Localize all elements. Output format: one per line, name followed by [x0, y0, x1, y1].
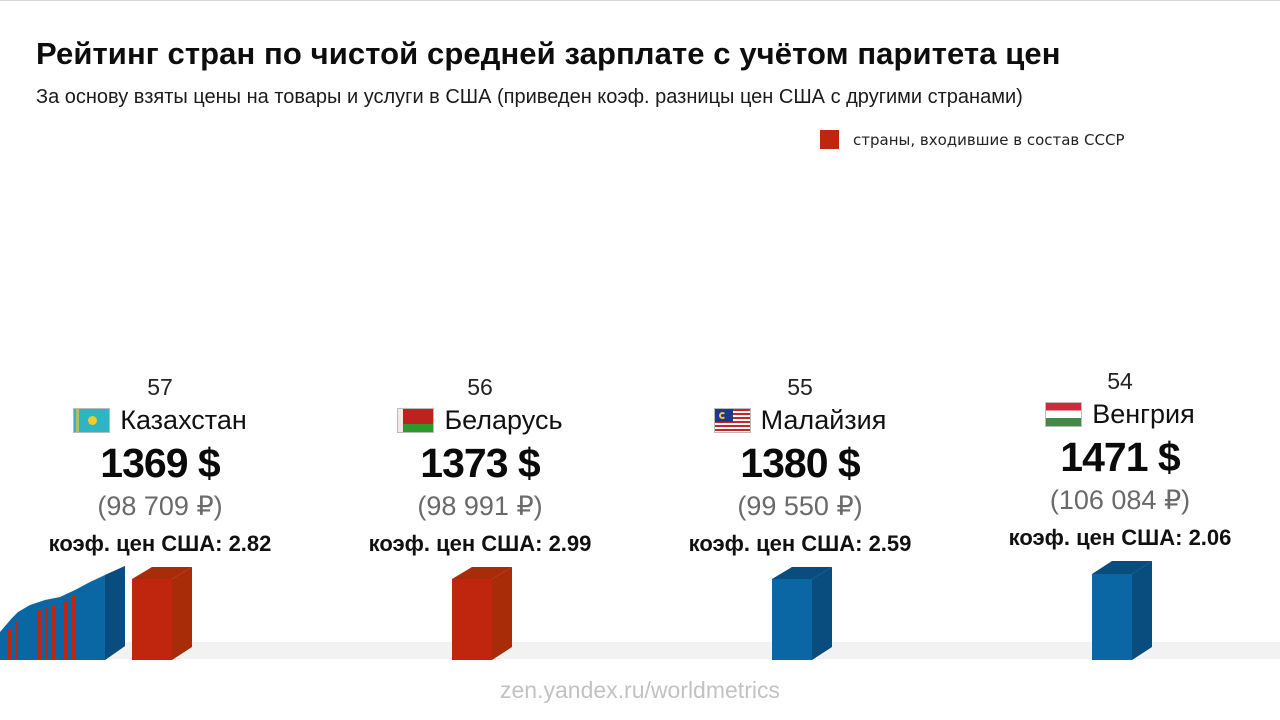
- bar-hungary: [1092, 561, 1152, 660]
- chart-subtitle: За основу взяты цены на товары и услуги …: [36, 86, 1023, 108]
- salary-rub: (98 991 ₽): [417, 491, 543, 521]
- chart-floor: [0, 642, 1280, 659]
- country-card-kazakhstan: 57 Казахстан 1369 $ (98 709 ₽) коэф. цен…: [0, 372, 320, 564]
- bar-kazakhstan: [132, 567, 192, 660]
- previous-bars-cluster: [0, 566, 125, 660]
- price-coefficient: коэф. цен США: 2.99: [368, 531, 592, 556]
- legend-swatch-ussr: [820, 130, 839, 149]
- rank-label: 57: [147, 374, 173, 400]
- salary-usd: 1373 $: [420, 440, 540, 486]
- country-card-malaysia: 55 Малайзия 1380 $ (99 550 ₽) коэф. цен …: [640, 372, 960, 564]
- country-name: Венгрия: [1092, 398, 1195, 429]
- chart-title: Рейтинг стран по чистой средней зарплате…: [36, 36, 1061, 71]
- legend: страны, входившие в состав СССР: [820, 130, 1125, 149]
- country-name: Беларусь: [444, 404, 563, 435]
- hungary-flag-icon: [1045, 401, 1083, 427]
- watermark: zen.yandex.ru/worldmetrics: [500, 677, 780, 703]
- country-card-hungary: 54 Венгрия 1471 $ (106 084 ₽) коэф. цен …: [960, 366, 1280, 558]
- salary-usd: 1471 $: [1060, 434, 1180, 480]
- bar-malaysia: [772, 567, 832, 660]
- top-border: [0, 0, 1280, 1]
- price-coefficient: коэф. цен США: 2.82: [48, 531, 272, 556]
- malaysia-flag-icon: [713, 407, 751, 433]
- salary-rub: (99 550 ₽): [737, 491, 863, 521]
- rank-label: 54: [1107, 368, 1133, 394]
- country-name: Казахстан: [120, 404, 247, 435]
- salary-usd: 1380 $: [740, 440, 860, 486]
- salary-usd: 1369 $: [100, 440, 220, 486]
- legend-label: страны, входившие в состав СССР: [853, 130, 1125, 149]
- rank-label: 55: [787, 374, 813, 400]
- rank-label: 56: [467, 374, 493, 400]
- salary-rub: (98 709 ₽): [97, 491, 223, 521]
- kazakhstan-flag-icon: [73, 407, 111, 433]
- bar-belarus: [452, 567, 512, 660]
- price-coefficient: коэф. цен США: 2.59: [688, 531, 912, 556]
- country-name: Малайзия: [760, 404, 887, 435]
- country-card-belarus: 56 Беларусь 1373 $ (98 991 ₽) коэф. цен …: [320, 372, 640, 564]
- price-coefficient: коэф. цен США: 2.06: [1008, 525, 1232, 550]
- belarus-flag-icon: [397, 407, 435, 433]
- salary-rub: (106 084 ₽): [1049, 485, 1191, 515]
